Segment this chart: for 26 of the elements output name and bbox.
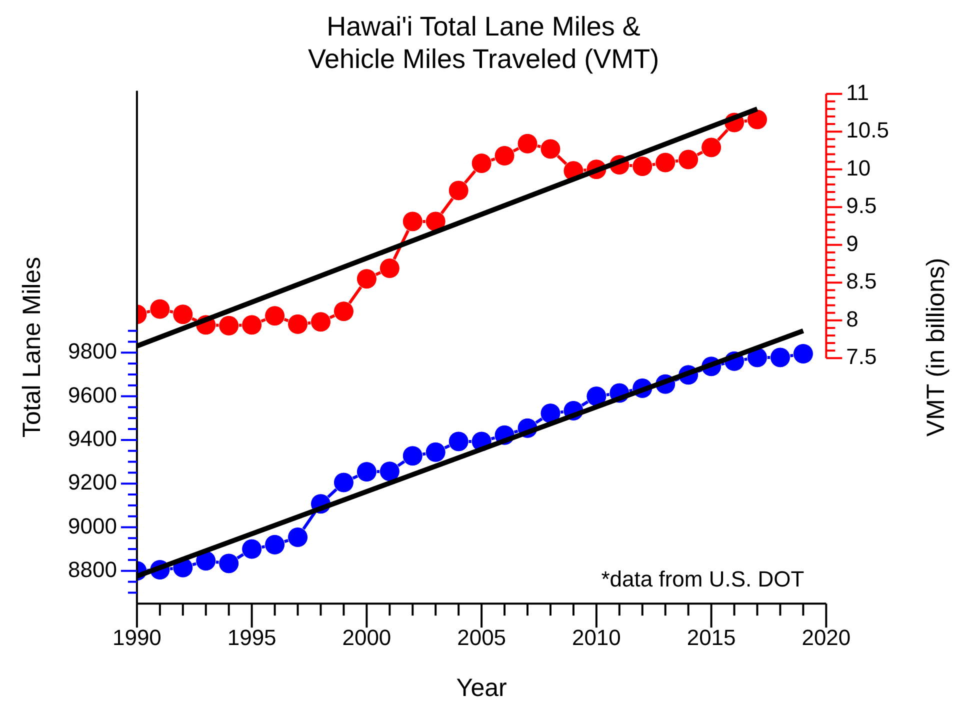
- y2-tick-label: 10.5: [846, 118, 890, 143]
- y-axis-title: Total Lane Miles: [18, 256, 46, 438]
- y2-tick-label: 11: [846, 80, 870, 105]
- y2-tick-label: 9.5: [846, 193, 877, 218]
- x-tick-label: 2000: [342, 624, 392, 650]
- y-tick-label: 9400: [68, 426, 117, 452]
- y-tick-label: 8800: [68, 556, 117, 582]
- x-tick-label: 2010: [572, 624, 621, 650]
- annotation: *data from U.S. DOT: [601, 566, 804, 592]
- x-tick-label: 2005: [457, 624, 506, 650]
- x-axis-title: Year: [456, 674, 507, 702]
- chart-title: Hawai'i Total Lane Miles & Vehicle Miles Traveled (VMT): [308, 12, 660, 74]
- y2-tick-label: 7.5: [846, 344, 877, 370]
- y-tick-label: 9600: [68, 382, 117, 408]
- x-tick-label: 1995: [227, 624, 276, 650]
- y-tick-label: 9200: [68, 470, 117, 495]
- x-tick-label: 2020: [802, 624, 851, 650]
- y-tick-label: 9000: [68, 513, 117, 538]
- x-tick-label: 2015: [686, 624, 736, 650]
- y2-tick-label: 10: [846, 155, 871, 180]
- x-tick-label: 1990: [112, 624, 162, 650]
- y2-tick-label: 8: [846, 306, 858, 332]
- y2-axis-title: VMT (in billions): [922, 258, 950, 437]
- y2-tick-label: 8.5: [846, 268, 877, 294]
- y2-tick-label: 9: [846, 230, 858, 256]
- y-tick-label: 9800: [68, 338, 117, 364]
